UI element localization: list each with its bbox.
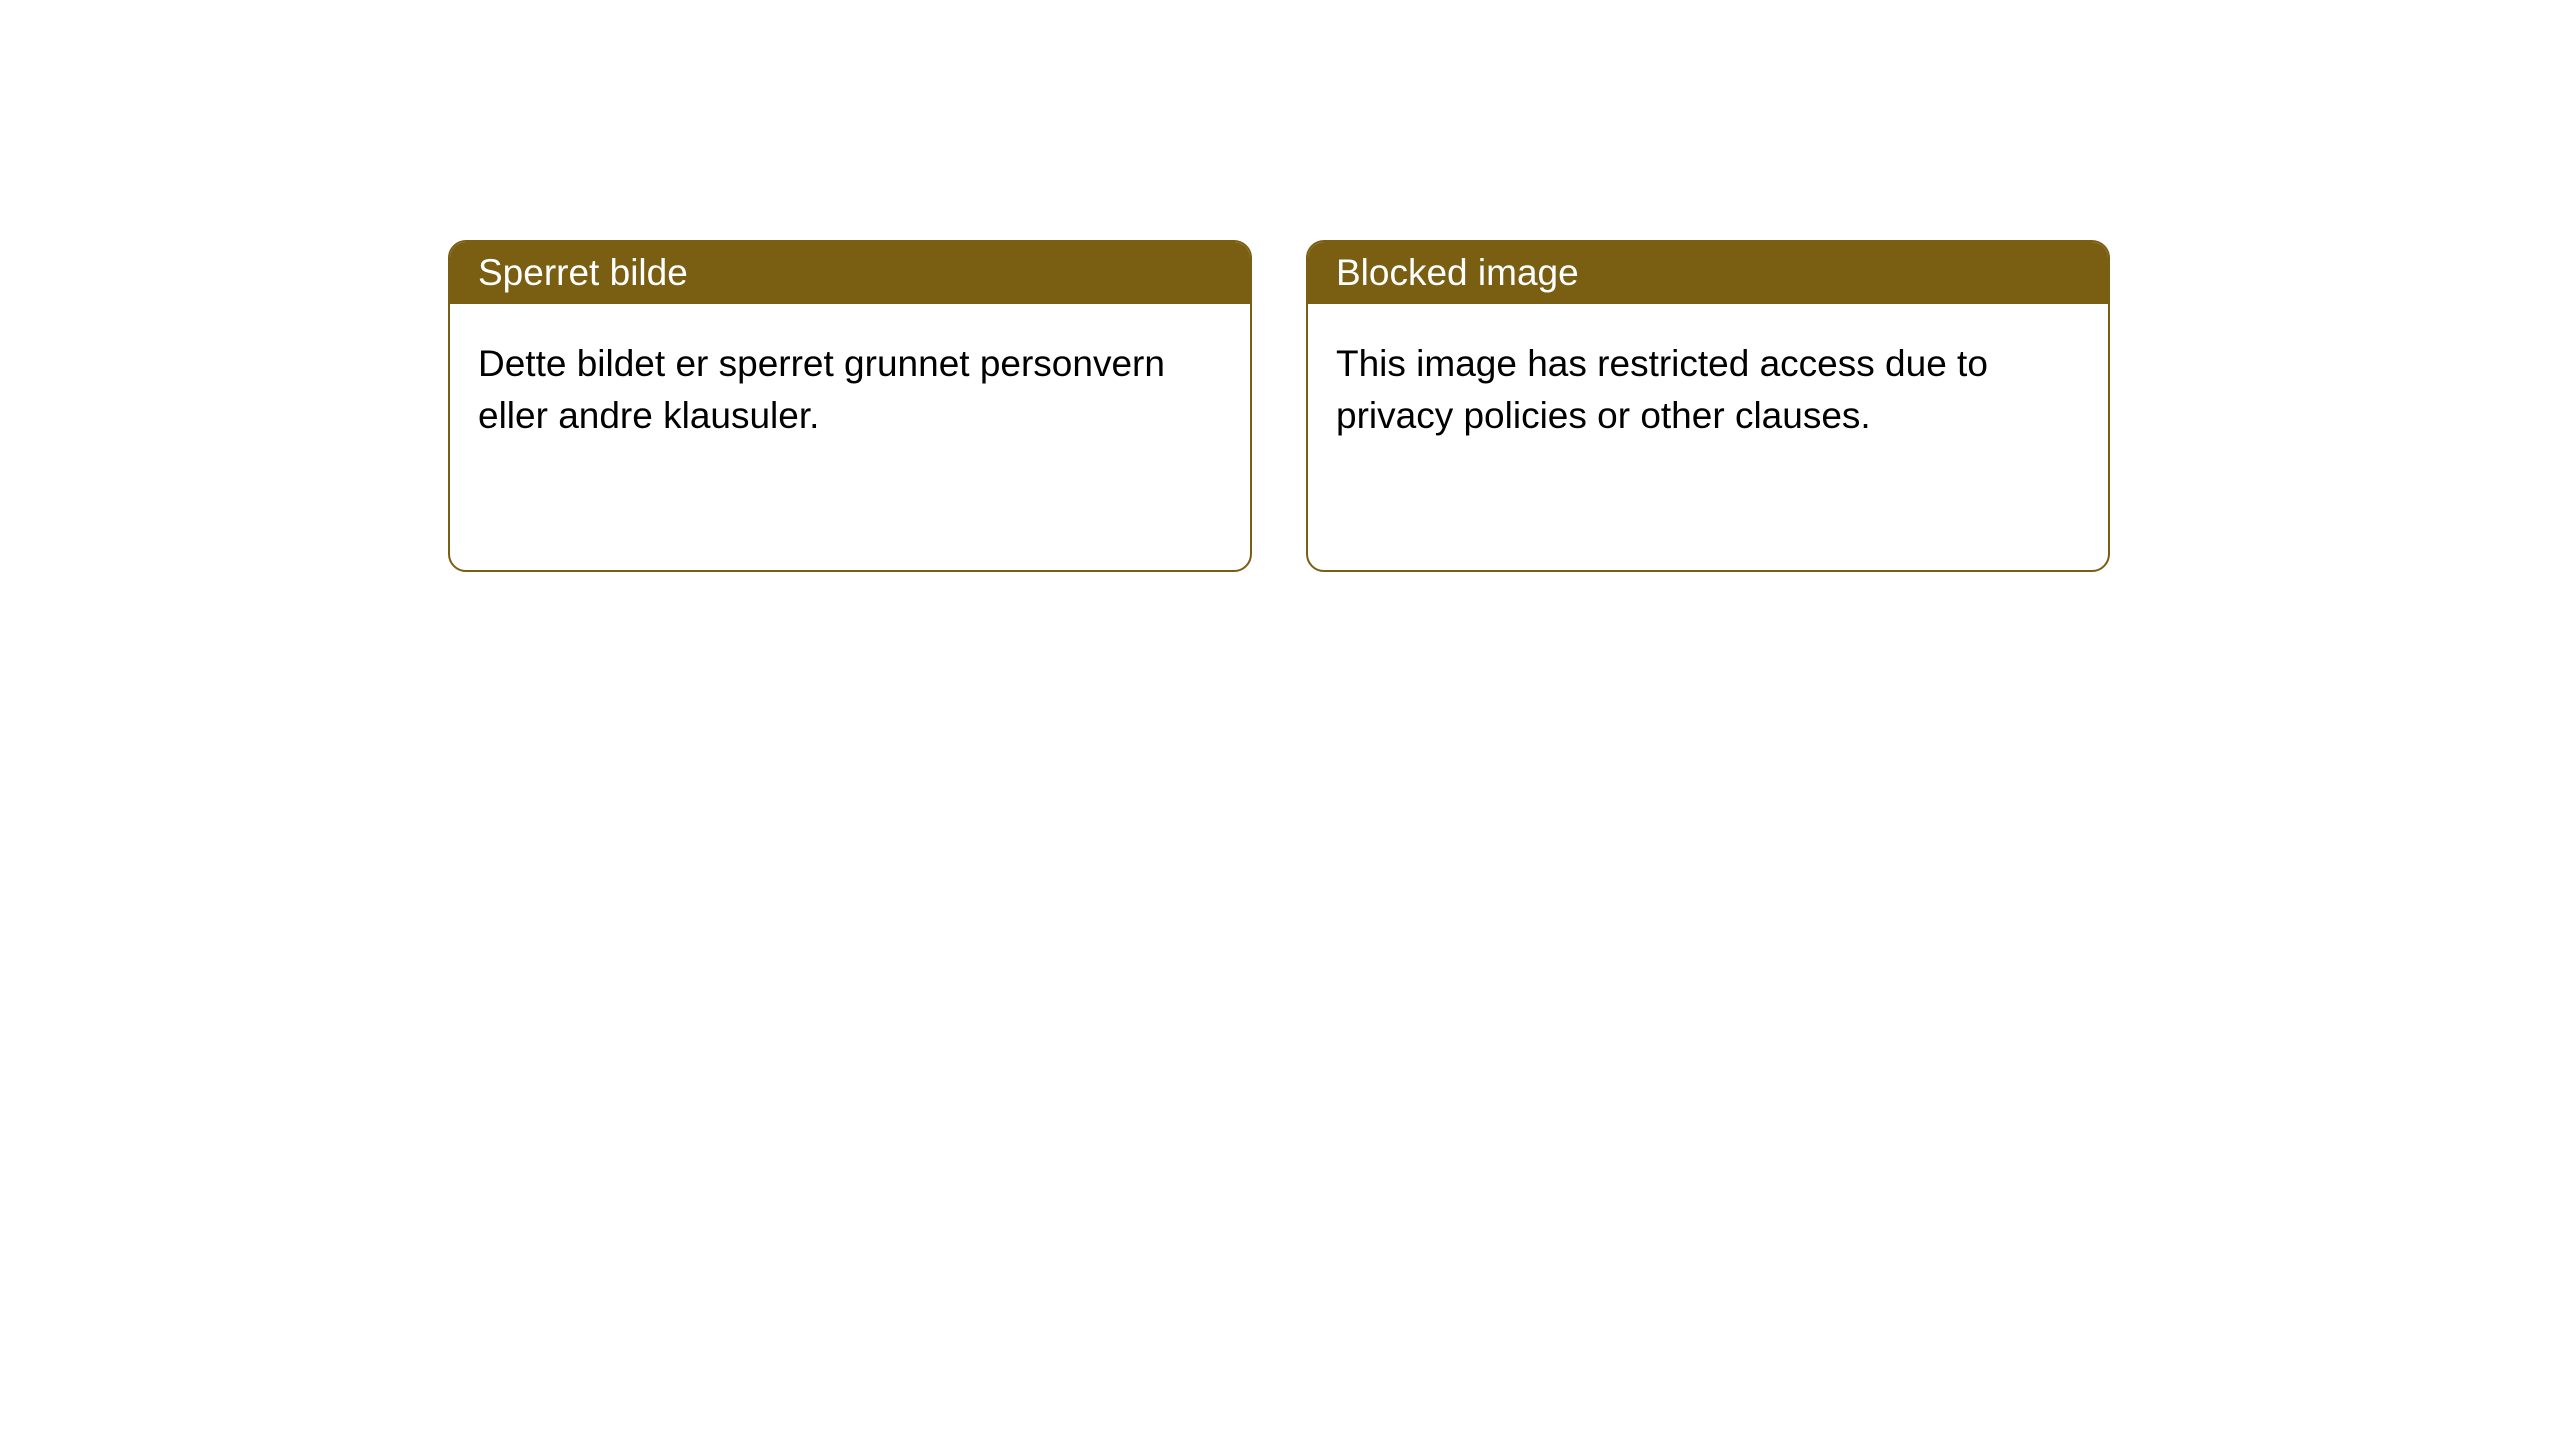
notice-container: Sperret bilde Dette bildet er sperret gr…: [0, 0, 2560, 572]
notice-card-body-text: Dette bildet er sperret grunnet personve…: [478, 343, 1165, 436]
notice-card-body: This image has restricted access due to …: [1308, 304, 2108, 476]
notice-card-body-text: This image has restricted access due to …: [1336, 343, 1988, 436]
notice-card-title: Sperret bilde: [478, 252, 688, 293]
notice-card-header: Blocked image: [1308, 242, 2108, 304]
notice-card-english: Blocked image This image has restricted …: [1306, 240, 2110, 572]
notice-card-norwegian: Sperret bilde Dette bildet er sperret gr…: [448, 240, 1252, 572]
notice-card-title: Blocked image: [1336, 252, 1579, 293]
notice-card-body: Dette bildet er sperret grunnet personve…: [450, 304, 1250, 476]
notice-card-header: Sperret bilde: [450, 242, 1250, 304]
